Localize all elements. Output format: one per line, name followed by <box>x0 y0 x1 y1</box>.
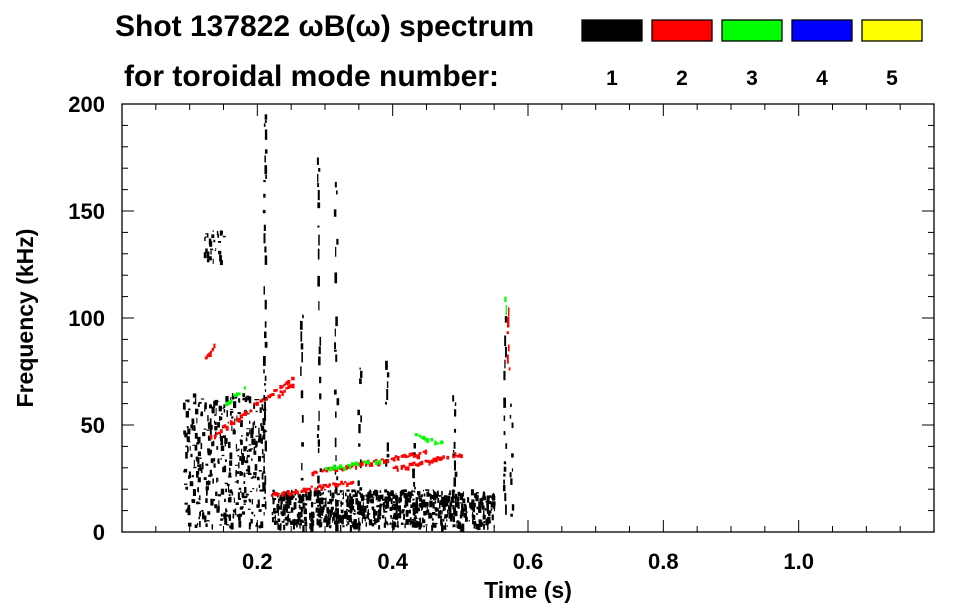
chart-subtitle: for toroidal mode number: <box>124 60 499 93</box>
y-tick-label: 50 <box>81 413 105 438</box>
chart-title: Shot 137822 ωB(ω) spectrum <box>115 10 534 43</box>
x-tick-label: 0.4 <box>377 549 408 574</box>
legend-swatch-5 <box>861 19 923 42</box>
y-tick-label: 150 <box>68 199 105 224</box>
feature-mode-2-curve <box>209 376 295 440</box>
legend-label-1: 1 <box>606 67 618 90</box>
y-axis-label: Frequency (kHz) <box>12 229 38 408</box>
legend-label-4: 4 <box>816 67 828 90</box>
feature-mode-1-vline <box>384 360 390 526</box>
feature-mode-1-patch <box>182 393 268 530</box>
legend-swatch-4 <box>791 19 853 42</box>
feature-mode-2-curve <box>204 343 216 360</box>
feature-mode-3-curve <box>414 433 444 446</box>
legend-swatch-1 <box>581 19 643 42</box>
spectrogram-data <box>182 114 515 533</box>
feature-mode-1-patch <box>271 489 496 533</box>
feature-mode-3-vline <box>504 296 508 316</box>
x-axis-ticks: 0.2 0.4 0.6 0.8 1.0 <box>155 104 901 574</box>
feature-mode-1-vline <box>502 316 508 515</box>
x-tick-label: 0.6 <box>513 549 544 574</box>
legend: 1 2 3 4 5 <box>581 19 923 90</box>
feature-mode-3-curve <box>225 386 246 407</box>
feature-mode-1-vline <box>333 181 340 526</box>
feature-mode-1-vline <box>299 314 305 523</box>
legend-swatch-2 <box>651 19 713 42</box>
x-tick-label: 1.0 <box>783 549 814 574</box>
feature-mode-1-vline <box>509 403 515 517</box>
feature-mode-1-vline <box>452 395 458 523</box>
feature-mode-1-patch <box>203 230 226 266</box>
feature-mode-1-vline <box>316 157 322 526</box>
plot-frame <box>121 103 935 533</box>
feature-mode-1-vline <box>262 114 268 510</box>
y-tick-label: 0 <box>93 520 105 545</box>
feature-mode-3-curve <box>325 459 382 472</box>
plot-area: 0.2 0.4 0.6 0.8 1.0 0 50 100 150 200 <box>68 92 935 574</box>
x-axis-label: Time (s) <box>484 577 572 603</box>
y-axis-ticks: 0 50 100 150 200 <box>68 92 934 545</box>
feature-mode-2-vline <box>506 307 511 371</box>
feature-mode-2-curve <box>277 383 295 399</box>
y-tick-label: 200 <box>68 92 105 117</box>
feature-mode-2-curve <box>270 480 355 497</box>
legend-label-3: 3 <box>746 67 758 90</box>
x-tick-label: 0.8 <box>648 549 679 574</box>
legend-swatch-3 <box>721 19 783 42</box>
feature-mode-2-curve <box>392 452 463 472</box>
feature-mode-2-curve <box>311 449 428 477</box>
legend-label-2: 2 <box>676 67 688 90</box>
y-tick-label: 100 <box>68 306 105 331</box>
x-tick-label: 0.2 <box>242 549 273 574</box>
legend-label-5: 5 <box>886 67 898 90</box>
